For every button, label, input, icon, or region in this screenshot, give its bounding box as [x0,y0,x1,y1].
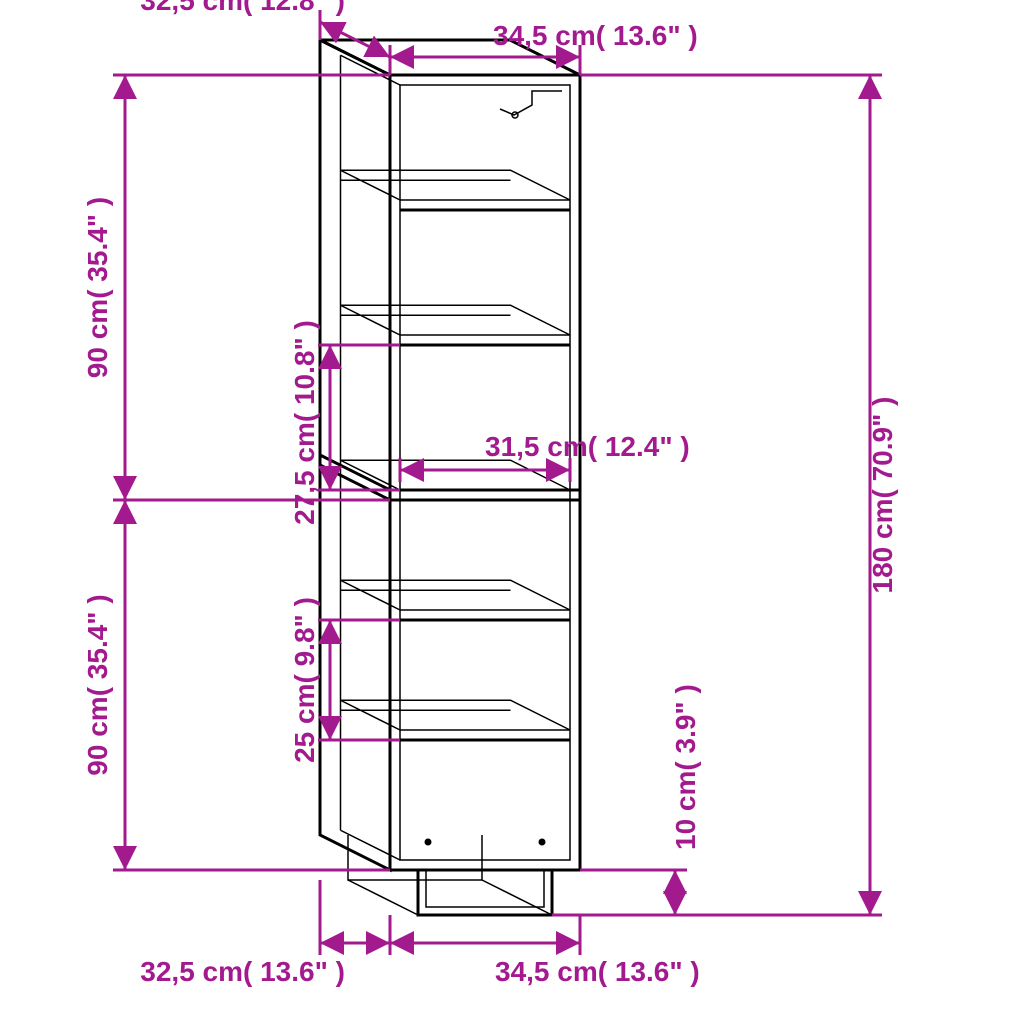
dim-left-upper: 90 cm( 35.4" ) [82,197,113,378]
dim-bottom-width: 34,5 cm( 13.6" ) [495,956,700,987]
dim-shelf-inner-w: 31,5 cm( 12.4" ) [485,431,690,462]
dimension-annotations: 32,5 cm( 12.8" ) 34,5 cm( 13.6" ) 90 cm( 3… [82,0,898,987]
dim-top-depth: 32,5 cm( 12.8" ) [140,0,345,16]
dimension-diagram: 32,5 cm( 12.8" ) 34,5 cm( 13.6" ) 90 cm( 3… [0,0,1024,1024]
cabinet-outline [320,40,580,915]
dim-shelf-upper-h: 27,5 cm( 10.8" ) [289,320,320,525]
dim-shelf-lower-h: 25 cm( 9.8" ) [289,597,320,763]
dim-right-total: 180 cm( 70.9" ) [867,397,898,594]
dim-top-width: 34,5 cm( 13.6" ) [493,20,698,51]
dim-left-lower: 90 cm( 35.4" ) [82,594,113,775]
dim-leg-height: 10 cm( 3.9" ) [670,684,701,850]
dim-bottom-depth: 32,5 cm( 13.6" ) [140,956,345,987]
